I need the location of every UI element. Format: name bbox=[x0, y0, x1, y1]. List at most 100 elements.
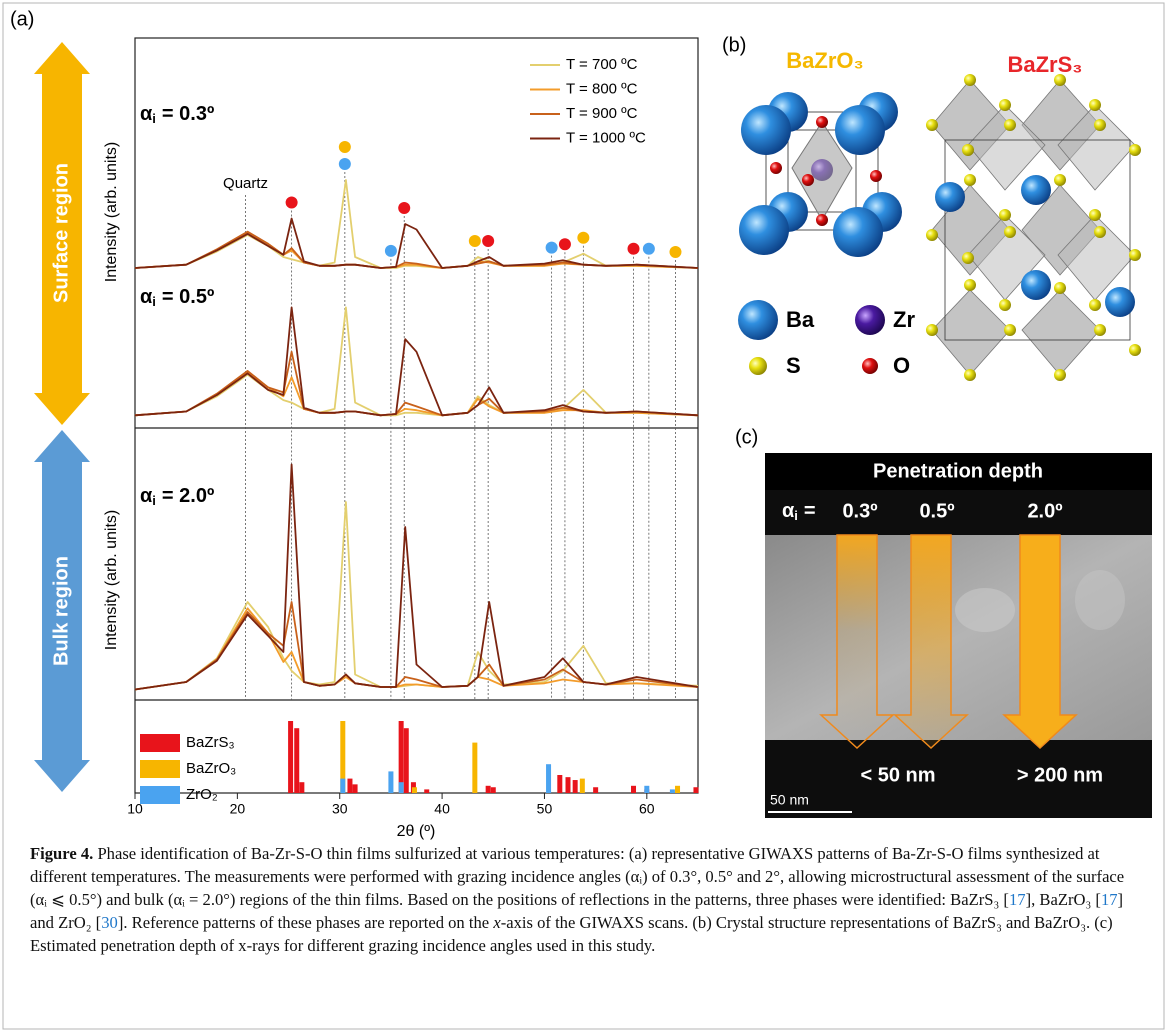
reference-bar bbox=[294, 728, 299, 793]
x-tick-label: 20 bbox=[230, 801, 246, 817]
phase-marker bbox=[286, 197, 298, 209]
legend-atom bbox=[855, 305, 885, 335]
reference-legend-label: BaZrO₃ bbox=[186, 760, 236, 777]
pattern-line bbox=[135, 307, 698, 415]
alpha-label: αi = 0.3º bbox=[140, 103, 214, 126]
angle-label: 0.5º bbox=[919, 500, 954, 522]
reference-bar bbox=[565, 777, 570, 793]
alpha-label: αi = 0.5º bbox=[140, 286, 214, 309]
angle-label: 0.3º bbox=[842, 500, 877, 522]
alpha-value: = 0.3º bbox=[162, 103, 214, 125]
phase-marker bbox=[628, 243, 640, 255]
legend-label: O bbox=[893, 353, 910, 378]
legend-label: S bbox=[786, 353, 801, 378]
legend-label: T = 800 ºC bbox=[566, 80, 638, 97]
alpha-sub: i bbox=[152, 111, 156, 126]
legend-label: T = 900 ºC bbox=[566, 105, 638, 122]
legend-atom bbox=[862, 358, 878, 374]
legend-atom bbox=[749, 357, 767, 375]
reference-bar bbox=[288, 721, 293, 793]
alpha-sub: i bbox=[794, 508, 798, 523]
phase-marker bbox=[469, 235, 481, 247]
reference-legend-label: BaZrS₃ bbox=[186, 734, 235, 751]
x-tick-label: 50 bbox=[537, 801, 553, 817]
reference-bar bbox=[573, 780, 578, 793]
reference-bar bbox=[644, 786, 649, 793]
structure-title: BaZrS₃ bbox=[1008, 52, 1083, 77]
caption-text: ]. Reference patterns of these phases ar… bbox=[118, 913, 494, 932]
phase-marker bbox=[398, 202, 410, 214]
alpha-symbol: α bbox=[782, 500, 795, 522]
depth-label: < 50 nm bbox=[860, 764, 935, 786]
reference-bar bbox=[675, 786, 680, 793]
x-tick-label: 60 bbox=[639, 801, 655, 817]
caption-text[interactable]: 17 bbox=[1101, 890, 1118, 909]
reference-bar bbox=[424, 789, 429, 793]
reference-bar bbox=[472, 743, 477, 793]
phase-marker bbox=[339, 141, 351, 153]
reference-bar bbox=[388, 771, 393, 793]
phase-marker bbox=[546, 242, 558, 254]
caption-text[interactable]: 17 bbox=[1009, 890, 1026, 909]
alpha-sub: i bbox=[152, 294, 156, 309]
scale-bar-label: 50 nm bbox=[770, 792, 809, 808]
sem-grain bbox=[1075, 570, 1125, 630]
reference-bar bbox=[486, 786, 491, 793]
alpha-label: αi= 2.0º bbox=[140, 485, 214, 508]
x-tick-label: 40 bbox=[434, 801, 450, 817]
page: { "panel_labels": ["(a)", "(b)", "(c)"],… bbox=[0, 0, 1168, 1034]
alpha-value: = 0.5º bbox=[162, 286, 214, 308]
panel-label: (c) bbox=[735, 426, 758, 448]
reference-bar bbox=[670, 789, 675, 793]
caption-text[interactable]: 30 bbox=[101, 913, 118, 932]
alpha-value: = 2.0º bbox=[162, 485, 214, 507]
image-title: Penetration depth bbox=[873, 460, 1043, 482]
alpha-symbol: α bbox=[140, 286, 153, 308]
crystal-bazrs3 bbox=[926, 74, 1141, 381]
phase-marker bbox=[482, 235, 494, 247]
quartz-label: Quartz bbox=[223, 175, 268, 192]
pattern-line bbox=[135, 608, 698, 689]
region-label: Bulk region bbox=[50, 556, 72, 666]
phase-marker bbox=[385, 245, 397, 257]
sem-film bbox=[765, 535, 1152, 740]
reference-legend-swatch bbox=[140, 734, 180, 752]
reference-bar bbox=[353, 784, 358, 793]
pattern-line bbox=[135, 219, 698, 269]
depth-label: > 200 nm bbox=[1017, 764, 1103, 786]
legend-atom bbox=[738, 300, 778, 340]
reference-legend-swatch bbox=[140, 786, 180, 804]
reference-bar bbox=[631, 786, 636, 793]
legend-label: T = 1000 ºC bbox=[566, 129, 646, 146]
phase-marker bbox=[559, 238, 571, 250]
phase-marker bbox=[643, 243, 655, 255]
caption-text: Figure 4. bbox=[30, 844, 93, 863]
phase-marker bbox=[669, 246, 681, 258]
reference-bar bbox=[399, 782, 404, 793]
caption-text: Phase identification of Ba-Zr-S-O thin f… bbox=[30, 844, 1124, 909]
caption: Figure 4. Phase identification of Ba-Zr-… bbox=[30, 842, 1140, 957]
pattern-line bbox=[135, 180, 698, 268]
reference-bar bbox=[593, 787, 598, 793]
panel-label: (a) bbox=[10, 8, 34, 30]
x-tick-label: 30 bbox=[332, 801, 348, 817]
phase-marker bbox=[339, 158, 351, 170]
sem-grain bbox=[955, 588, 1015, 632]
pattern-line bbox=[135, 602, 698, 690]
reference-bar bbox=[546, 764, 551, 793]
reference-bar bbox=[347, 779, 352, 793]
caption-text: ], BaZrO₃ [ bbox=[1026, 890, 1101, 909]
alpha-eq: = bbox=[804, 500, 816, 522]
reference-bar bbox=[580, 779, 585, 793]
crystal-bazro3 bbox=[739, 92, 902, 257]
reference-legend-swatch bbox=[140, 760, 180, 778]
reference-bar bbox=[557, 775, 562, 793]
y-axis-label: Intensity (arb. units) bbox=[103, 142, 120, 283]
alpha-symbol: α bbox=[140, 485, 153, 507]
phase-marker bbox=[577, 232, 589, 244]
alpha-symbol: α bbox=[140, 103, 153, 125]
reference-bar bbox=[412, 787, 417, 793]
reference-bar bbox=[299, 782, 304, 793]
pattern-line bbox=[135, 352, 698, 416]
pattern-line bbox=[135, 465, 698, 690]
